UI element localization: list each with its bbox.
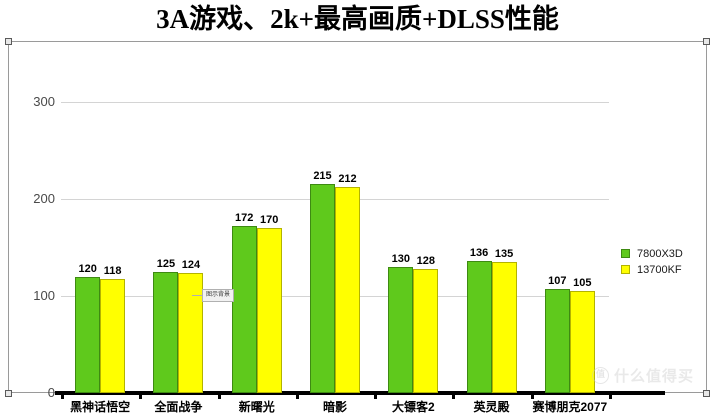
chart-frame[interactable]: 0 100 200 300 120 118 125 124 172 170 215 212 130 12… [8,41,707,414]
y-tick-label-200: 200 [33,191,55,206]
selection-handle-top-right[interactable] [703,38,710,45]
bar-group: 172 170 [231,102,282,393]
bar-value-label: 124 [181,258,201,271]
bar-7800X3D-暗影[interactable] [310,184,335,393]
bar-7800X3D-大镖客2[interactable] [388,266,414,393]
bar-group: 215 212 [310,102,360,393]
bar-value-label: 170 [260,214,279,227]
bar-value-label: 128 [416,254,435,267]
bar-value-label: 105 [573,277,592,290]
bar-7800X3D-英灵殿[interactable] [466,261,492,393]
legend-label-series-0: 7800X3D [637,247,683,260]
axis-tick-1 [139,391,143,399]
bar-group: 136 135 [466,102,517,393]
chart-legend[interactable]: 7800X3D 13700KF [621,247,705,279]
bar-13700KF-暗影[interactable] [335,187,360,393]
bar-7800X3D-黑神话悟空[interactable] [75,276,101,393]
legend-swatch-icon-series-0 [621,249,630,258]
bar-13700KF-新曙光[interactable] [256,228,282,393]
y-tick-label-100: 100 [33,288,55,303]
bar-value-label: 118 [103,264,122,277]
axis-tick-6 [530,391,534,399]
bar-7800X3D-新曙光[interactable] [231,226,257,393]
bar-value-label: 136 [469,247,489,260]
bar-value-label: 212 [338,173,357,186]
legend-swatch-icon-series-1 [621,265,630,274]
watermark: 值 什么值得买 [591,365,694,386]
gridline-300 [61,102,609,103]
chart-element-tooltip: 图示背景 [202,289,235,302]
legend-item-series-1[interactable]: 13700KF [621,263,705,276]
legend-label-series-1: 13700KF [637,263,682,276]
bar-13700KF-大镖客2[interactable] [413,268,439,393]
bar-value-label: 215 [313,170,332,183]
axis-tick-4 [374,391,378,399]
bar-group: 125 124 [153,102,204,393]
bar-value-label: 125 [156,257,176,270]
x-axis-category-labels: 黑神话悟空 全面战争 新曙光 暗影 大镖客2 英灵殿 赛博朋克2077 [61,400,609,420]
bar-13700KF-全面战争[interactable] [178,272,204,393]
bar-value-label: 172 [235,212,254,225]
selection-handle-bottom-left[interactable] [5,390,12,397]
bar-13700KF-黑神话悟空[interactable] [100,278,126,393]
watermark-text: 什么值得买 [613,368,694,385]
bar-13700KF-英灵殿[interactable] [491,262,517,393]
bar-value-label: 130 [391,252,410,265]
axis-tick-3 [295,391,299,399]
bar-value-label: 120 [78,262,97,275]
legend-item-series-0[interactable]: 7800X3D [621,247,705,260]
y-axis-labels: 0 100 200 300 [9,95,55,399]
bar-value-label: 135 [494,248,514,261]
axis-tick-2 [217,391,221,399]
bar-group: 130 128 [388,102,439,393]
bar-group: 120 118 [75,102,126,393]
page-title: 3A游戏、2k+最高画质+DLSS性能 [156,4,559,34]
axis-tick-5 [452,391,456,399]
axis-tick-0 [61,391,64,399]
selection-handle-bottom-right[interactable] [703,390,710,397]
tooltip-leader-line [192,295,203,296]
bar-value-label: 107 [548,275,567,288]
y-tick-label-0: 0 [47,385,55,400]
axis-tick-7 [609,391,612,399]
bars-layer: 120 118 125 124 172 170 215 212 130 128 136 135 107 1… [61,102,609,393]
x-axis-line [55,391,665,395]
y-tick-label-300: 300 [33,94,55,109]
bar-7800X3D-赛博朋克2077[interactable] [544,289,570,393]
watermark-logo-icon: 值 [591,367,609,384]
bar-group: 107 105 [544,102,595,393]
category-label-赛博朋克2077: 赛博朋克2077 [532,400,608,414]
selection-handle-top-left[interactable] [5,38,12,45]
bar-7800X3D-全面战争[interactable] [153,271,179,393]
bar-13700KF-赛博朋克2077[interactable] [569,291,595,393]
